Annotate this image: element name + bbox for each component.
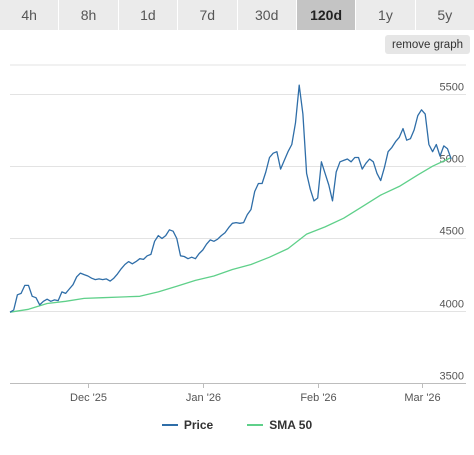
y-tick-label: 4000 [440,299,464,311]
legend-item-sma[interactable]: SMA 50 [247,418,312,432]
x-axis: Dec '25 Jan '26 Feb '26 Mar '26 [70,383,441,404]
range-tab-120d[interactable]: 120d [296,0,357,30]
x-tick-label: Mar '26 [404,392,440,404]
y-axis: 3500 4000 4500 5000 5500 [440,82,464,383]
y-tick-label: 5500 [440,82,464,94]
legend-swatch-sma [247,424,264,426]
chart-legend: Price SMA 50 [0,418,474,432]
range-tab-1y[interactable]: 1y [356,0,416,30]
y-tick-label: 5000 [440,154,464,166]
range-tab-7d[interactable]: 7d [178,0,238,30]
range-tab-4h[interactable]: 4h [0,0,60,30]
y-tick-label: 3500 [440,371,464,383]
range-tab-8h[interactable]: 8h [59,0,119,30]
range-tab-5y[interactable]: 5y [415,0,474,30]
legend-label-sma: SMA 50 [269,418,313,432]
y-tick-label: 4500 [440,226,464,238]
series-line-price [9,84,452,313]
legend-swatch-price [161,424,178,426]
legend-item-price[interactable]: Price [161,418,214,432]
legend-label-price: Price [183,418,214,432]
x-tick-label: Jan '26 [186,392,221,404]
range-tab-1d[interactable]: 1d [118,0,179,30]
x-tick-label: Dec '25 [70,392,107,404]
series-lines [9,84,452,313]
remove-graph-button[interactable]: remove graph [385,35,470,54]
x-tick-label: Feb '26 [300,392,336,404]
grid-lines [10,64,466,384]
series-line-sma-50 [9,156,452,313]
time-range-tabs: 4h 8h 1d 7d 30d 120d 1y 5y [0,0,474,30]
range-tab-30d[interactable]: 30d [237,0,297,30]
